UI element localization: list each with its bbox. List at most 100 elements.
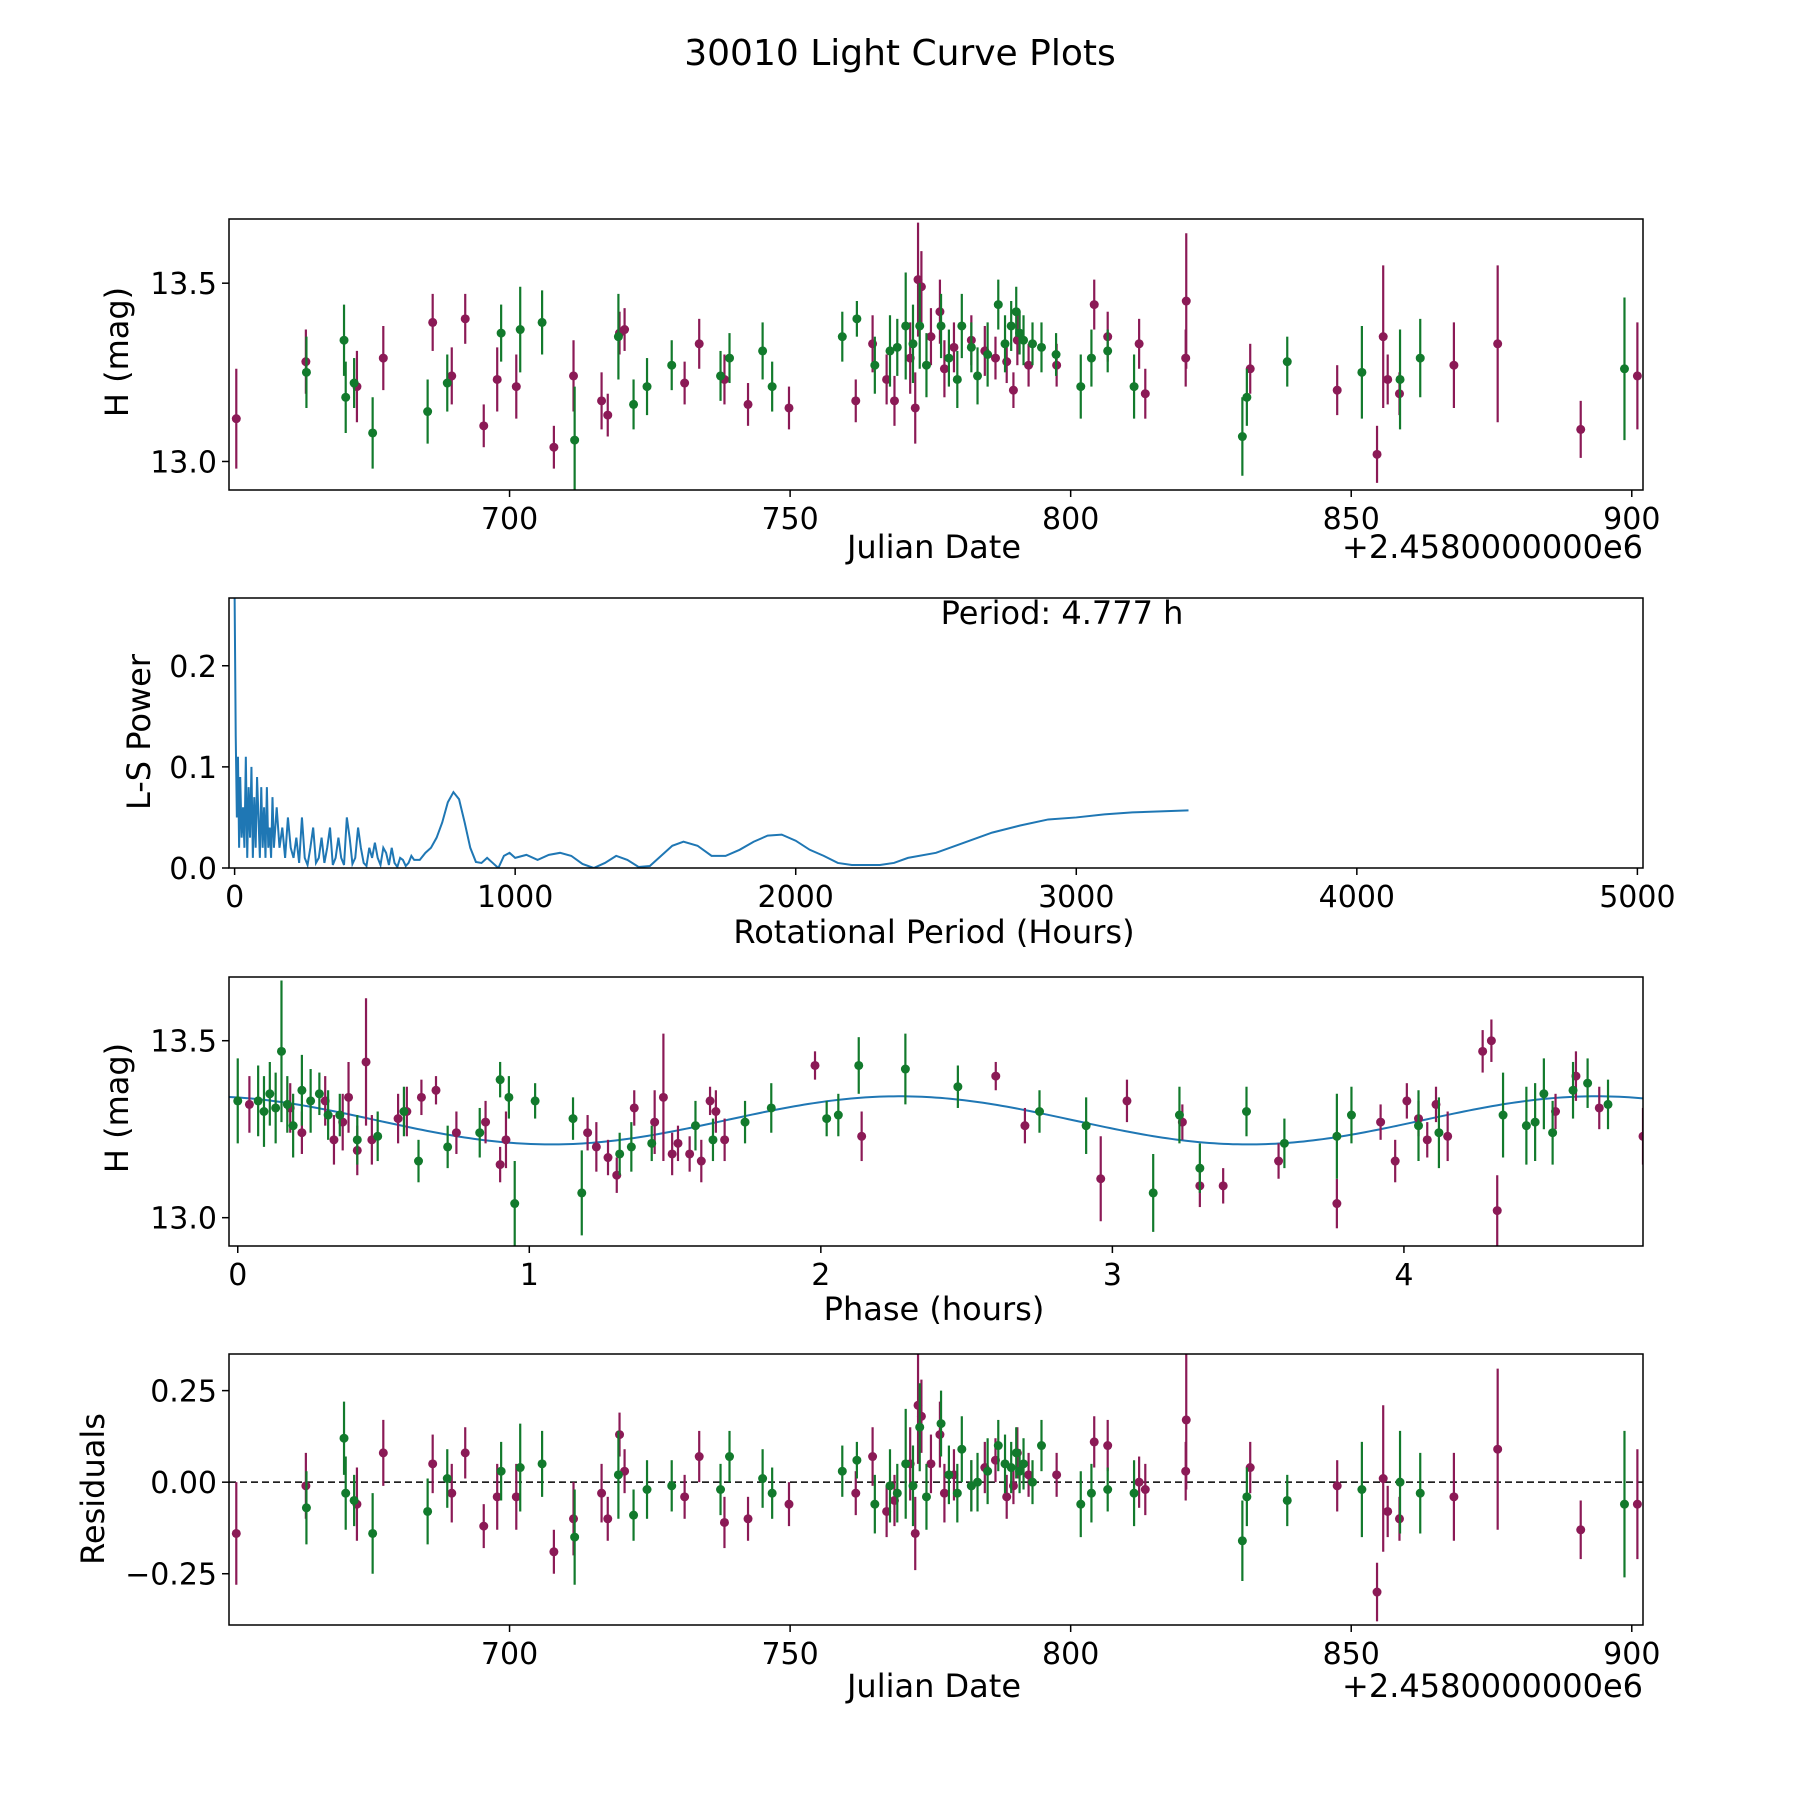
phased-point	[1498, 1110, 1508, 1120]
phased-point	[1638, 1131, 1643, 1141]
residuals-point	[1181, 1415, 1191, 1425]
residuals-point	[758, 1474, 768, 1484]
periodogram-xlabel: Rotational Period (Hours)	[733, 913, 1134, 951]
residuals-point	[339, 1433, 349, 1443]
lightcurve-point	[549, 442, 559, 452]
residuals-point	[1140, 1485, 1150, 1494]
residuals-xtick-label: 850	[1323, 1637, 1380, 1672]
lightcurve-point	[428, 317, 438, 327]
lightcurve-point	[916, 282, 926, 292]
residuals-point	[837, 1466, 847, 1476]
residuals-point	[1024, 1470, 1034, 1480]
lightcurve-point	[603, 410, 613, 420]
phased-point	[1195, 1163, 1205, 1173]
phased-point	[900, 1064, 910, 1074]
phased-point	[833, 1110, 843, 1120]
phased-xtick-label: 2	[811, 1258, 830, 1293]
phased-point	[288, 1121, 298, 1131]
lightcurve-point	[889, 396, 899, 406]
phased-point	[1594, 1103, 1604, 1113]
phased-point	[1402, 1096, 1412, 1106]
residuals-point	[667, 1481, 677, 1491]
phased-point	[810, 1060, 820, 1070]
residuals-point	[870, 1499, 880, 1509]
lightcurve-point	[1242, 392, 1252, 402]
residuals-xtick-label: 750	[761, 1637, 818, 1672]
lightcurve-point	[725, 353, 735, 363]
residuals-point	[1134, 1477, 1144, 1487]
phased-point	[1034, 1107, 1044, 1116]
residuals-point	[1378, 1474, 1388, 1484]
phased-point	[1279, 1138, 1289, 1148]
residuals-point	[993, 1441, 1003, 1451]
phased-point	[991, 1071, 1001, 1081]
residuals-point	[868, 1452, 878, 1462]
residuals-point	[944, 1470, 954, 1480]
phased-point	[658, 1092, 668, 1102]
lightcurve-xtick-label: 900	[1603, 502, 1660, 537]
lightcurve-points	[231, 222, 1642, 490]
lightcurve-point	[1051, 350, 1061, 359]
residuals-point	[341, 1488, 351, 1498]
lightcurve-offset: +2.4580000000e6	[1342, 528, 1643, 566]
phased-frame	[228, 976, 1644, 1247]
phased-point	[1274, 1156, 1284, 1166]
phased-point	[1148, 1188, 1158, 1198]
phased-point	[1414, 1121, 1424, 1131]
lightcurve-point	[966, 342, 976, 352]
phased-point	[720, 1135, 730, 1145]
phased-point	[1332, 1131, 1342, 1141]
phased-point	[276, 1046, 286, 1056]
lightcurve-point	[936, 321, 946, 331]
residuals-point	[613, 1470, 623, 1480]
lightcurve-xtick-label: 700	[481, 502, 538, 537]
residuals-point	[1006, 1463, 1016, 1473]
lightcurve-point	[1576, 424, 1586, 434]
phased-point	[323, 1110, 333, 1120]
panel-phased: Phase (hours) H (mag) 0 1 2 3 4 13.0 13.5	[98, 976, 1644, 1328]
residuals-point	[1282, 1495, 1292, 1505]
phased-point	[414, 1156, 424, 1166]
phased-point	[373, 1131, 383, 1141]
periodogram-ylabel: L-S Power	[120, 653, 158, 810]
lightcurve-point	[1011, 307, 1021, 317]
periodogram-line	[233, 598, 1189, 868]
phased-point	[1521, 1121, 1531, 1131]
lightcurve-point	[1619, 364, 1629, 374]
residuals-point	[1103, 1441, 1113, 1451]
phased-point	[667, 1149, 677, 1159]
phased-point	[1390, 1156, 1400, 1166]
phased-point	[361, 1057, 371, 1067]
phased-ylabel: H (mag)	[98, 1043, 136, 1173]
lightcurve-point	[1019, 335, 1029, 345]
lightcurve-point	[447, 371, 457, 381]
residuals-ytick-label: −0.25	[125, 1558, 217, 1593]
residuals-frame	[228, 1353, 1644, 1626]
residuals-point	[1036, 1441, 1046, 1451]
residuals-ytick-label: 0.00	[150, 1466, 217, 1501]
phased-point	[1492, 1206, 1502, 1216]
phased-ytick-label: 13.0	[150, 1202, 217, 1237]
lightcurve-point	[339, 335, 349, 345]
lightcurve-point	[341, 392, 351, 402]
lightcurve-point	[642, 382, 652, 392]
phased-point	[504, 1092, 514, 1102]
phased-point	[1174, 1110, 1184, 1120]
residuals-point	[378, 1448, 388, 1458]
phased-point	[451, 1128, 461, 1138]
residuals-point	[1576, 1525, 1586, 1535]
residuals-point	[368, 1528, 378, 1538]
phased-point	[708, 1135, 718, 1145]
phased-point	[568, 1114, 578, 1124]
residuals-point	[570, 1532, 580, 1542]
phased-point	[583, 1128, 593, 1138]
lightcurve-point	[716, 371, 726, 381]
lightcurve-point	[629, 399, 639, 409]
lightcurve-point	[1008, 385, 1018, 395]
lightcurve-xtick-label: 800	[1042, 502, 1099, 537]
lightcurve-point	[496, 328, 506, 338]
lightcurve-point	[1282, 357, 1292, 367]
lightcurve-point	[1378, 332, 1388, 342]
residuals-point	[694, 1452, 704, 1462]
residuals-point	[939, 1488, 949, 1498]
